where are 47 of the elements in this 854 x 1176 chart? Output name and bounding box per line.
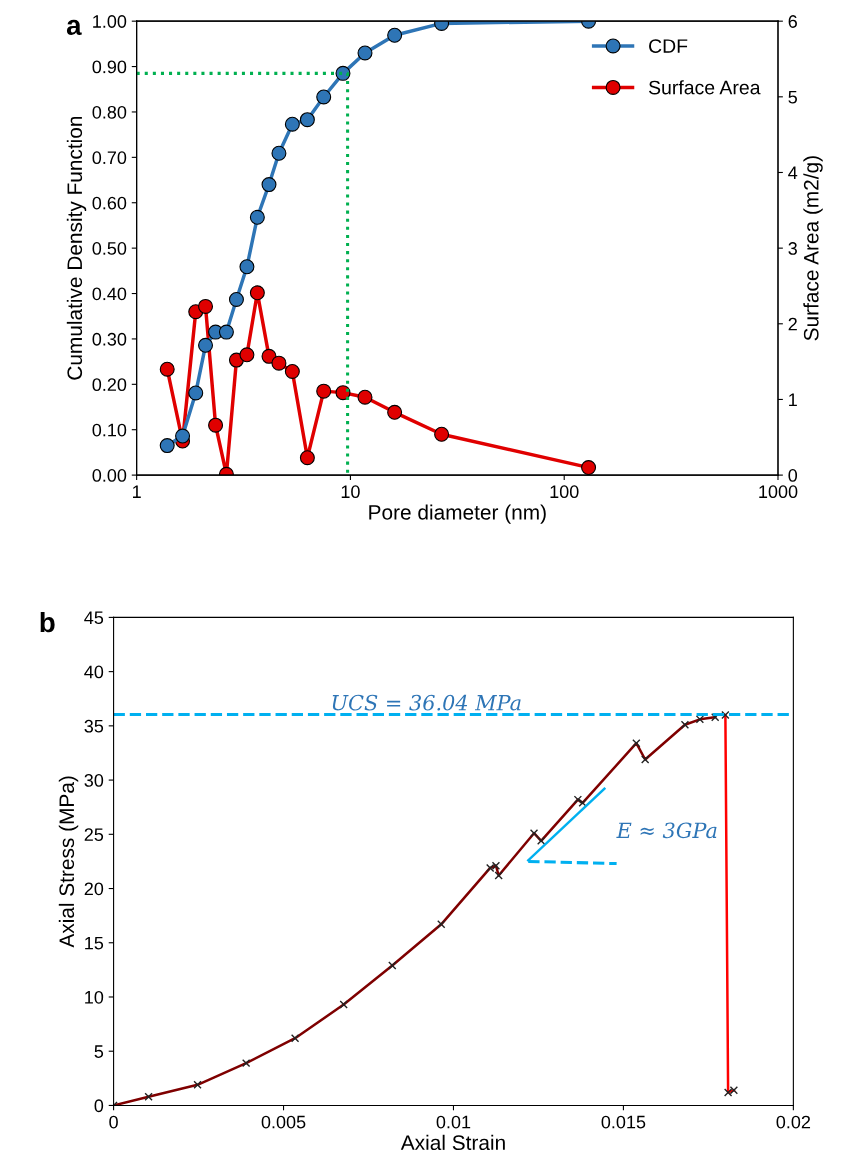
y2-tick-label: 5 [788,90,797,104]
y-tick-label: 25 [84,828,104,842]
x-tick-label: 100 [550,485,579,499]
legend-label: Surface Area [648,80,761,95]
ref-line-label: UCS = 36.04 MPa [332,694,521,711]
x-tick-label: 0.01 [436,1115,471,1129]
y2-tick-label: 1 [789,393,797,406]
legend-label: CDF [649,39,688,53]
y-tick-label: 0.60 [92,196,127,210]
y-tick-label: 45 [84,611,104,625]
x-tick-label: 10 [341,485,360,499]
x-tick-label: 0.005 [261,1115,306,1129]
y2-tick-label: 3 [788,242,797,255]
y2-axis-title: Surface Area (m2/g) [803,156,823,341]
chart-title: b [40,611,55,633]
annotation: E ≈ 3GPa [616,822,717,839]
y-axis-title: Axial Stress (MPa) [58,776,79,948]
y2-tick-label: 4 [788,166,798,180]
y-tick-label: 0.70 [92,151,127,165]
y-tick-label: 15 [85,936,104,950]
y2-tick-label: 0 [788,469,798,482]
y-tick-label: 1.00 [93,15,127,28]
y-tick-label: 0.00 [92,469,127,482]
y-tick-label: 35 [84,719,104,733]
y-tick-label: 30 [84,774,104,787]
y-tick-label: 0.30 [92,332,127,346]
x-tick-label: 0.02 [776,1115,811,1129]
y-tick-label: 0.40 [92,287,127,301]
y-tick-label: 0.50 [92,242,127,255]
y-tick-label: 0.20 [92,378,127,392]
x-tick-label: 1 [133,485,141,498]
y2-tick-label: 6 [788,15,797,28]
y-tick-label: 0 [94,1099,104,1113]
x-axis-title: Pore diameter (nm) [369,504,546,524]
y-tick-label: 10 [85,990,104,1004]
y2-tick-label: 2 [788,317,797,331]
y-tick-label: 5 [94,1045,104,1058]
x-axis-title: Axial Strain [400,1134,505,1151]
y-tick-label: 40 [84,665,104,679]
y-tick-label: 20 [84,882,104,896]
y-tick-label: 0.10 [92,423,127,437]
y-tick-label: 0.80 [92,105,127,119]
x-tick-label: 1000 [759,485,798,499]
chart-title: a [66,19,82,36]
x-tick-label: 0.015 [601,1115,646,1129]
y-tick-label: 0.90 [92,60,127,74]
y-axis-title: Cumulative Density Function [66,116,87,380]
